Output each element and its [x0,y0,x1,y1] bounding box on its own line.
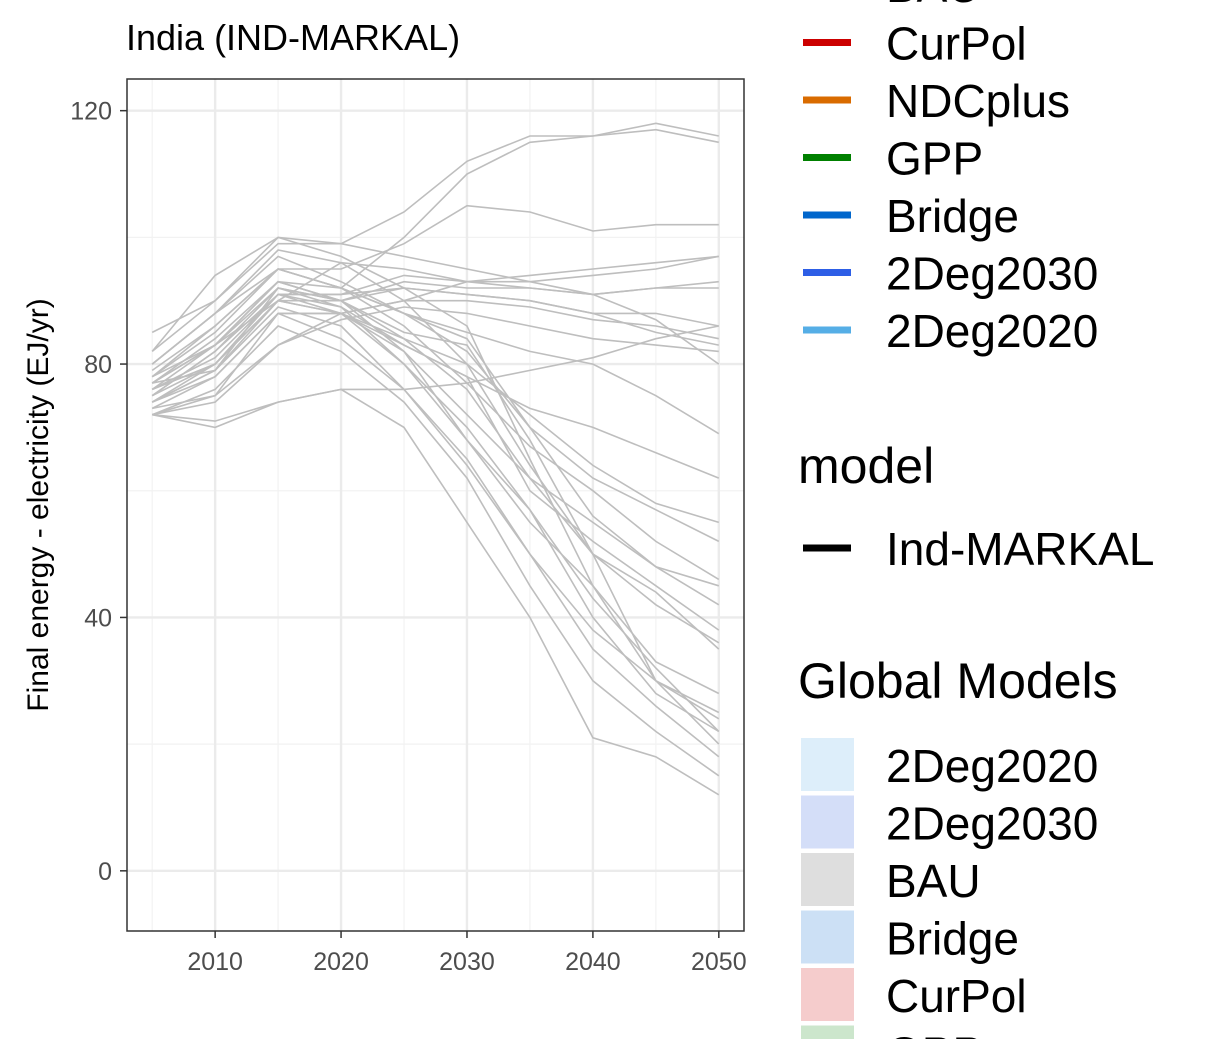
major-gridlines [127,79,744,931]
y-tick-label: 40 [84,604,112,632]
y-tick-label: 120 [70,98,112,126]
series-line-31 [151,293,720,631]
scenario-legend-label-gpp: GPP [886,133,983,185]
y-axis-ticks: 0 40 80 120 [70,98,127,886]
series-line-27 [151,325,720,777]
y-tick-label: 80 [84,351,112,379]
x-tick-label: 2010 [187,948,243,976]
global-legend-label-bridge: Bridge [886,913,1019,965]
x-tick-label: 2020 [313,948,369,976]
series-line-11 [152,325,719,422]
y-tick-label: 0 [98,858,112,886]
global-legend-label-2deg2020: 2Deg2020 [886,740,1098,792]
global-models-legend-title: Global Models [798,653,1118,709]
series-line-17 [151,255,720,543]
global-legend-key-bridge [801,910,854,964]
model-legend: Ind-MARKAL [803,523,1154,575]
global-legend-key-2deg2030 [801,795,854,849]
series-line-20 [151,280,720,644]
x-tick-label: 2030 [439,948,495,976]
series-line-25 [151,236,720,745]
x-tick-label: 2040 [565,948,621,976]
series-line-26 [151,312,720,758]
global-legend-key-2deg2020 [801,738,854,791]
model-legend-title: model [798,438,934,494]
series-line-12 [152,255,719,410]
series-line-16 [151,280,720,524]
scenario-legend-label-2deg2020: 2Deg2020 [886,305,1098,357]
global-legend-label-curpol: CurPol [886,970,1027,1022]
series-line-32 [151,268,720,587]
series-line-2 [151,122,719,352]
series-lines [151,122,720,796]
plot-panel-border [126,78,745,932]
global-legend-key-gpp [801,1025,854,1039]
x-tick-label: 2050 [691,948,747,976]
plot-title: India (IND-MARKAL) [126,17,460,58]
series-line-4 [151,204,719,365]
series-line-18 [151,268,720,581]
y-axis-title: Final energy - electricity (EJ/yr) [22,298,55,711]
global-legend-label-2deg2030: 2Deg2030 [886,798,1098,850]
scenario-legend-label-curpol: CurPol [886,18,1027,70]
minor-gridlines [127,79,744,931]
series-line-9 [151,306,719,416]
global-legend-label-gpp: GPP [886,1028,983,1039]
scenario-legend-label-ndcplus: NDCplus [886,75,1070,127]
global-legend-label-bau: BAU [886,855,981,907]
series-line-28 [152,388,720,796]
series-line-23 [151,249,720,714]
global-legend-key-bau [801,853,854,906]
series-line-30 [151,306,720,720]
scenario-legend-label-2deg2030: 2Deg2030 [886,248,1098,300]
scenario-legend-label-bau: BAU [886,0,981,12]
x-axis-ticks: 2010 2020 2030 2040 2050 [187,931,747,976]
model-legend-label: Ind-MARKAL [886,523,1154,575]
global-legend-key-curpol [801,968,854,1021]
series-line-13 [151,261,720,384]
scenario-legend-label-bridge: Bridge [886,190,1019,242]
